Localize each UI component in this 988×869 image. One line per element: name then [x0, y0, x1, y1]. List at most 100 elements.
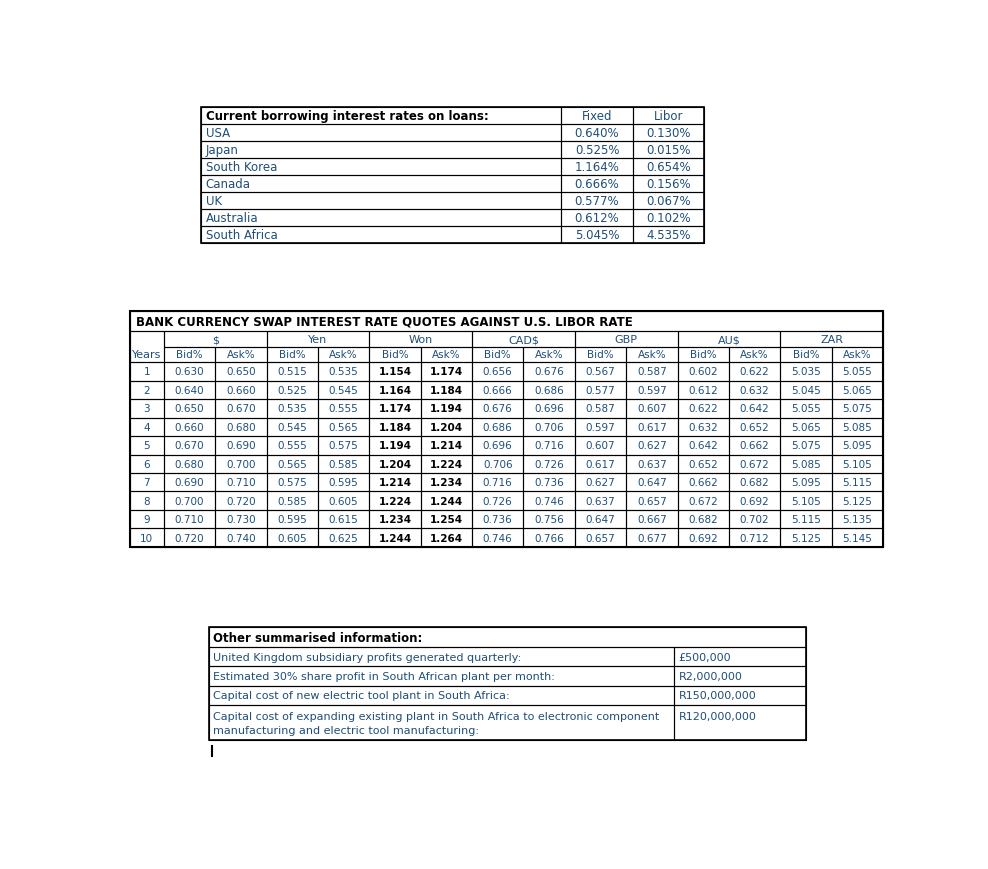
Bar — [729, 455, 781, 474]
Text: 0.654%: 0.654% — [646, 161, 691, 174]
Text: 0.660: 0.660 — [226, 385, 256, 395]
Bar — [370, 418, 421, 436]
Text: 0.672: 0.672 — [740, 459, 770, 469]
Text: USA: USA — [206, 127, 230, 140]
Text: Japan: Japan — [206, 144, 238, 157]
Text: 0.676: 0.676 — [483, 404, 513, 414]
Bar — [164, 436, 215, 455]
Bar — [129, 492, 164, 510]
Text: 0.585: 0.585 — [278, 496, 307, 506]
Text: 0.622: 0.622 — [689, 404, 718, 414]
Text: 1.174: 1.174 — [430, 367, 463, 377]
Bar — [524, 348, 575, 362]
Bar — [201, 227, 561, 243]
Text: 5.105: 5.105 — [843, 459, 872, 469]
Bar — [729, 418, 781, 436]
Text: 0.746: 0.746 — [483, 533, 513, 543]
Text: 0.607: 0.607 — [586, 441, 616, 451]
Text: 0.577: 0.577 — [586, 385, 616, 395]
Bar — [781, 332, 883, 348]
Bar — [678, 418, 729, 436]
Bar — [626, 400, 678, 418]
Text: 1.184: 1.184 — [430, 385, 463, 395]
Bar — [129, 312, 883, 547]
Text: 0.622: 0.622 — [740, 367, 770, 377]
Bar — [215, 474, 267, 492]
Bar — [370, 348, 421, 362]
Bar — [215, 418, 267, 436]
Text: Bid%: Bid% — [587, 350, 614, 360]
Bar — [129, 362, 164, 381]
Bar — [267, 362, 318, 381]
Text: 0.567: 0.567 — [586, 367, 616, 377]
Bar — [632, 159, 704, 176]
Text: 0.706: 0.706 — [535, 422, 564, 432]
Text: 0.515: 0.515 — [278, 367, 307, 377]
Bar — [832, 436, 883, 455]
Bar — [561, 209, 632, 227]
Bar — [472, 455, 524, 474]
Bar — [164, 474, 215, 492]
Bar — [164, 362, 215, 381]
Bar — [561, 193, 632, 209]
Bar — [472, 492, 524, 510]
Text: BANK CURRENCY SWAP INTEREST RATE QUOTES AGAINST U.S. LIBOR RATE: BANK CURRENCY SWAP INTEREST RATE QUOTES … — [136, 315, 632, 328]
Text: 5.045: 5.045 — [791, 385, 821, 395]
Text: 0.067%: 0.067% — [646, 195, 691, 208]
Text: 0.605: 0.605 — [278, 533, 307, 543]
Bar — [129, 381, 164, 400]
Bar — [832, 474, 883, 492]
Text: 0.666: 0.666 — [483, 385, 513, 395]
Bar — [370, 455, 421, 474]
Bar — [632, 193, 704, 209]
Bar — [729, 510, 781, 529]
Bar — [215, 348, 267, 362]
Text: 0.637: 0.637 — [637, 459, 667, 469]
Text: 0.597: 0.597 — [637, 385, 667, 395]
Text: 5.065: 5.065 — [843, 385, 872, 395]
Text: 8: 8 — [143, 496, 150, 506]
Bar — [524, 455, 575, 474]
Bar — [626, 436, 678, 455]
Bar — [729, 474, 781, 492]
Bar — [524, 362, 575, 381]
Text: 0.657: 0.657 — [586, 533, 616, 543]
Text: 5.135: 5.135 — [843, 514, 872, 525]
Bar — [267, 348, 318, 362]
Text: £500,000: £500,000 — [679, 652, 731, 662]
Bar — [729, 381, 781, 400]
Bar — [832, 510, 883, 529]
Text: 0.690: 0.690 — [175, 478, 205, 488]
Text: 1.164%: 1.164% — [575, 161, 619, 174]
Text: 0.690: 0.690 — [226, 441, 256, 451]
Bar — [370, 510, 421, 529]
Text: 5.055: 5.055 — [843, 367, 872, 377]
Bar — [201, 193, 561, 209]
Text: 0.720: 0.720 — [175, 533, 205, 543]
Bar — [832, 362, 883, 381]
Bar — [678, 348, 729, 362]
Bar — [832, 348, 883, 362]
Bar — [678, 436, 729, 455]
Bar — [524, 492, 575, 510]
Text: 0.692: 0.692 — [740, 496, 770, 506]
Text: 0.682: 0.682 — [740, 478, 770, 488]
Text: 0.670: 0.670 — [175, 441, 205, 451]
Bar — [201, 125, 561, 142]
Text: 0.525: 0.525 — [278, 385, 307, 395]
Bar — [267, 381, 318, 400]
Text: 5.075: 5.075 — [791, 441, 821, 451]
Text: Capital cost of expanding existing plant in South Africa to electronic component: Capital cost of expanding existing plant… — [213, 712, 660, 721]
Bar — [164, 510, 215, 529]
Text: Won: Won — [408, 335, 433, 345]
Text: Years: Years — [132, 350, 161, 360]
Text: 0.716: 0.716 — [483, 478, 513, 488]
Bar — [729, 436, 781, 455]
Bar — [267, 418, 318, 436]
Text: 0.640: 0.640 — [175, 385, 205, 395]
Bar — [678, 492, 729, 510]
Bar — [472, 362, 524, 381]
Text: Other summarised information:: Other summarised information: — [213, 631, 423, 644]
Bar — [832, 455, 883, 474]
Bar — [626, 362, 678, 381]
